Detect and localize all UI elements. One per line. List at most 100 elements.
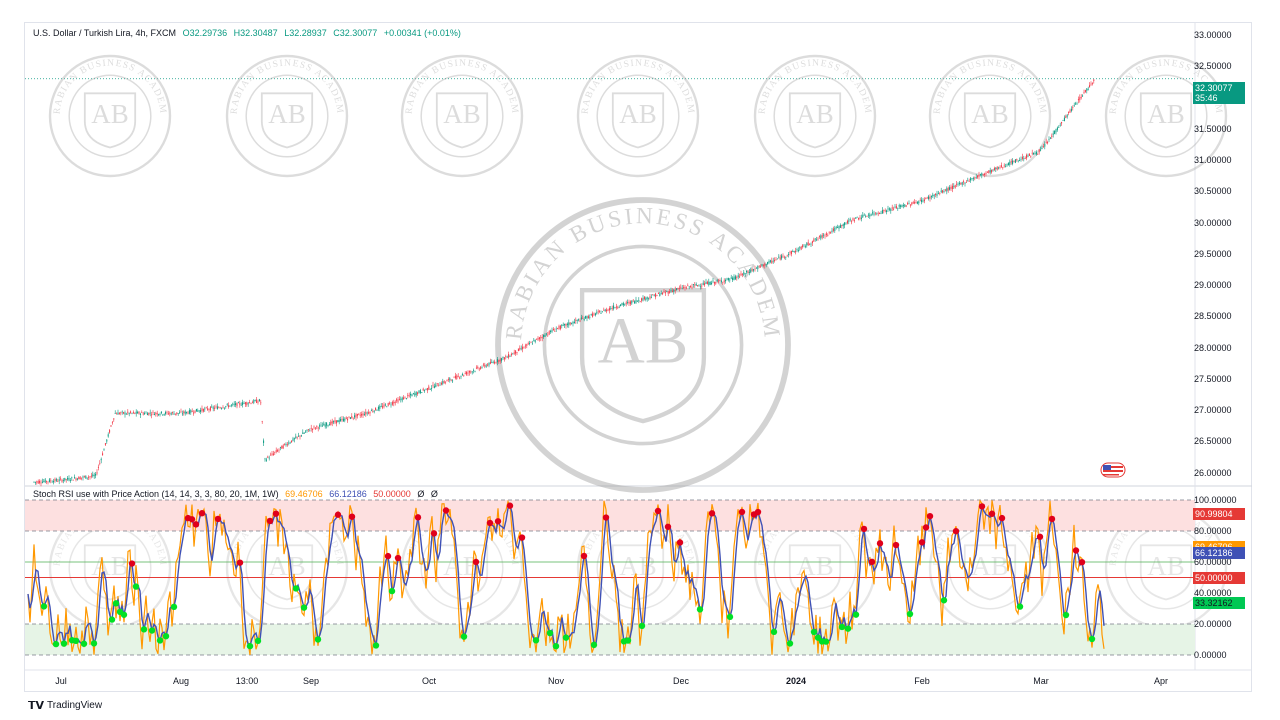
indicator-extra-1: Ø bbox=[417, 489, 425, 499]
sell-signal-dot bbox=[384, 552, 392, 560]
candle-body bbox=[361, 414, 363, 416]
candle-body bbox=[813, 239, 815, 242]
sell-signal-dot bbox=[192, 521, 200, 528]
candle-body bbox=[845, 223, 847, 225]
candle-body bbox=[901, 205, 903, 208]
candle-body bbox=[382, 406, 384, 408]
price-tick: 28.50000 bbox=[1194, 311, 1232, 322]
candle-body bbox=[851, 221, 853, 223]
candle-body bbox=[481, 367, 483, 369]
candle-body bbox=[191, 410, 193, 412]
candle-body bbox=[263, 440, 265, 443]
candle-body bbox=[778, 256, 780, 258]
candle-body bbox=[965, 181, 967, 183]
sell-signal-dot bbox=[198, 510, 206, 517]
candle-body bbox=[656, 295, 658, 297]
tradingview-brand[interactable]: 𝗧𝗩 TradingView bbox=[28, 699, 102, 712]
candle-body bbox=[1013, 161, 1015, 163]
candle-body bbox=[568, 322, 570, 326]
candle-body bbox=[417, 392, 419, 395]
candle-body bbox=[1037, 153, 1039, 155]
candle-body bbox=[788, 254, 790, 255]
candle-body bbox=[300, 435, 302, 437]
indicator-d-value: 66.12186 bbox=[329, 489, 367, 499]
buy-signal-dot bbox=[254, 637, 262, 645]
indicator-name[interactable]: Stoch RSI use with Price Action (14, 14,… bbox=[33, 489, 279, 499]
candle-body bbox=[874, 212, 876, 214]
candle-body bbox=[453, 376, 455, 378]
candle-body bbox=[541, 336, 543, 339]
candle-body bbox=[950, 186, 952, 189]
candle-body bbox=[90, 475, 92, 477]
candle-body bbox=[879, 212, 881, 214]
symbol-title[interactable]: U.S. Dollar / Turkish Lira, 4h, FXCM bbox=[33, 28, 177, 38]
candle-body bbox=[501, 358, 503, 361]
candle-body bbox=[197, 410, 199, 412]
candle-body bbox=[517, 348, 519, 351]
candle-body bbox=[993, 167, 995, 171]
candle-body bbox=[228, 405, 230, 408]
candle-body bbox=[944, 189, 946, 191]
candle-body bbox=[88, 476, 90, 478]
candle-body bbox=[253, 400, 255, 403]
candle-body bbox=[288, 442, 290, 444]
candle-body bbox=[919, 199, 921, 201]
candle-body bbox=[492, 362, 494, 364]
candle-body bbox=[156, 412, 158, 415]
candle-body bbox=[377, 406, 379, 410]
candle-body bbox=[177, 413, 179, 414]
candle-body bbox=[880, 213, 882, 215]
sell-signal-dot bbox=[214, 515, 222, 523]
candle-body bbox=[496, 359, 498, 363]
candle-body bbox=[155, 412, 157, 414]
candle-body bbox=[510, 353, 512, 356]
candle-body bbox=[1005, 166, 1007, 168]
candle-body bbox=[125, 413, 127, 415]
candle-body bbox=[621, 303, 623, 305]
candle-body bbox=[888, 208, 890, 210]
sell-signal-dot bbox=[926, 512, 934, 520]
candle-body bbox=[872, 212, 874, 214]
candle-body bbox=[628, 301, 630, 304]
candle-body bbox=[163, 413, 165, 415]
candle-body bbox=[928, 196, 930, 200]
candle-body bbox=[814, 238, 816, 240]
time-tick: Mar bbox=[1033, 676, 1049, 686]
candle-body bbox=[74, 477, 76, 479]
candle-body bbox=[613, 305, 615, 309]
candle-body bbox=[765, 264, 767, 266]
candle-body bbox=[160, 411, 162, 414]
indicator-legend[interactable]: Stoch RSI use with Price Action (14, 14,… bbox=[33, 489, 442, 499]
candle-body bbox=[935, 193, 937, 196]
candle-body bbox=[970, 178, 972, 181]
candle-body bbox=[480, 367, 482, 369]
candle-body bbox=[732, 277, 734, 281]
candle-body bbox=[179, 412, 181, 414]
candle-body bbox=[303, 432, 305, 434]
candle-body bbox=[972, 178, 974, 180]
candle-body bbox=[1054, 130, 1056, 134]
candle-body bbox=[785, 256, 787, 258]
candle-body bbox=[198, 410, 200, 412]
candle-body bbox=[1090, 83, 1092, 85]
candle-body bbox=[208, 409, 210, 411]
candle-body bbox=[739, 276, 741, 278]
buy-signal-dot bbox=[120, 611, 128, 618]
candle-body bbox=[846, 220, 848, 224]
candle-body bbox=[487, 364, 489, 366]
candle-body bbox=[929, 196, 931, 199]
candle-body bbox=[310, 427, 312, 429]
candle-body bbox=[985, 172, 987, 175]
watermark-stamp: ABARABIAN BUSINESS ACADEMY bbox=[0, 0, 877, 178]
candle-body bbox=[866, 215, 868, 217]
candle-body bbox=[705, 281, 707, 284]
candle-body bbox=[933, 195, 935, 197]
candle-body bbox=[1017, 160, 1019, 162]
price-tick: 26.50000 bbox=[1194, 436, 1232, 447]
candle-body bbox=[258, 399, 260, 402]
candle-body bbox=[226, 404, 228, 406]
candle-body bbox=[355, 414, 357, 418]
symbol-header[interactable]: U.S. Dollar / Turkish Lira, 4h, FXCM O32… bbox=[33, 28, 465, 38]
us-flag-icon[interactable] bbox=[1100, 462, 1126, 478]
